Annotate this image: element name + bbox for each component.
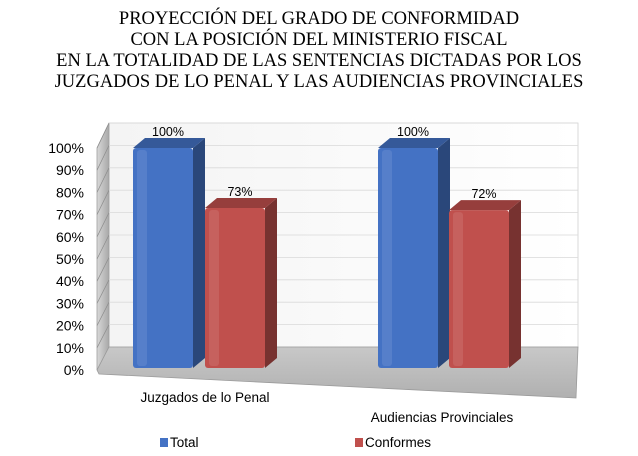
legend: Total Conformes [160, 435, 431, 450]
bar-highlight [137, 150, 147, 366]
bar-highlight [453, 212, 463, 366]
gridline-side [96, 167, 110, 193]
y-tick-label: 10% [56, 340, 84, 356]
gridline-side [96, 234, 110, 260]
bar-side [509, 200, 521, 368]
gridline-side [96, 122, 110, 149]
y-tick-label: 70% [56, 207, 84, 223]
bar-top [378, 138, 450, 148]
bar-top [449, 200, 521, 211]
bar-side [265, 197, 277, 368]
gridline-side [96, 324, 110, 348]
bar-front [133, 148, 193, 368]
legend-swatch [160, 438, 168, 447]
category-label: Audiencias Provinciales [371, 410, 514, 425]
y-axis-ticks: 0% 10% 20% 30% 40% 50% 60% 70% 80% 90% 100% [48, 140, 84, 378]
data-labels: 100% 73% 100% 72% [152, 125, 497, 201]
bar-top [133, 138, 205, 148]
gridline-side [96, 279, 110, 304]
x-axis-categories: Juzgados de lo Penal Audiencias Provincia… [140, 390, 513, 425]
y-tick-label: 50% [56, 251, 84, 267]
legend-swatch [355, 438, 363, 447]
data-label: 72% [471, 187, 496, 201]
bars [133, 138, 521, 368]
data-label: 73% [227, 185, 252, 199]
bar-highlight [209, 209, 219, 366]
legend-label: Conformes [365, 435, 431, 450]
gridline-side [96, 212, 110, 237]
gridline-side [96, 302, 110, 326]
bar-side [193, 138, 205, 368]
legend-item-conformes: Conformes [355, 435, 431, 450]
y-tick-label: 0% [64, 362, 84, 378]
legend-label: Total [170, 435, 199, 450]
chart-title-line-4: JUZGADOS DE LO PENAL Y LAS AUDIENCIAS PR… [55, 72, 584, 92]
bar-top [205, 197, 277, 208]
chart-title: PROYECCIÓN DEL GRADO DE CONFORMIDAD CON … [55, 7, 584, 92]
bar-side [438, 138, 450, 368]
bar-front [378, 148, 438, 368]
bar-total-2 [378, 138, 450, 368]
bar-front [205, 207, 265, 368]
gridline-side [96, 190, 110, 215]
y-tick-label: 40% [56, 273, 84, 289]
y-tick-label: 100% [48, 140, 84, 156]
chart-title-line-3: EN LA TOTALIDAD DE LAS SENTENCIAS DICTAD… [56, 51, 582, 71]
bar-total-1 [133, 138, 205, 368]
bar-highlight [382, 150, 392, 366]
bar-conformes-1 [205, 197, 277, 368]
chart-title-line-1: PROYECCIÓN DEL GRADO DE CONFORMIDAD [119, 7, 519, 29]
chart-title-line-2: CON LA POSICIÓN DEL MINISTERIO FISCAL [130, 28, 507, 50]
gridline-side [96, 145, 110, 171]
y-tick-label: 90% [56, 162, 84, 178]
y-tick-label: 80% [56, 184, 84, 200]
y-tick-label: 60% [56, 229, 84, 245]
legend-item-total: Total [160, 435, 199, 450]
y-tick-label: 30% [56, 295, 84, 311]
gridline-side [96, 257, 110, 282]
bar-front [449, 210, 509, 368]
category-label: Juzgados de lo Penal [140, 390, 269, 405]
bar-conformes-2 [449, 200, 521, 368]
y-tick-label: 20% [56, 318, 84, 334]
data-label: 100% [152, 125, 184, 139]
data-label: 100% [397, 125, 429, 139]
